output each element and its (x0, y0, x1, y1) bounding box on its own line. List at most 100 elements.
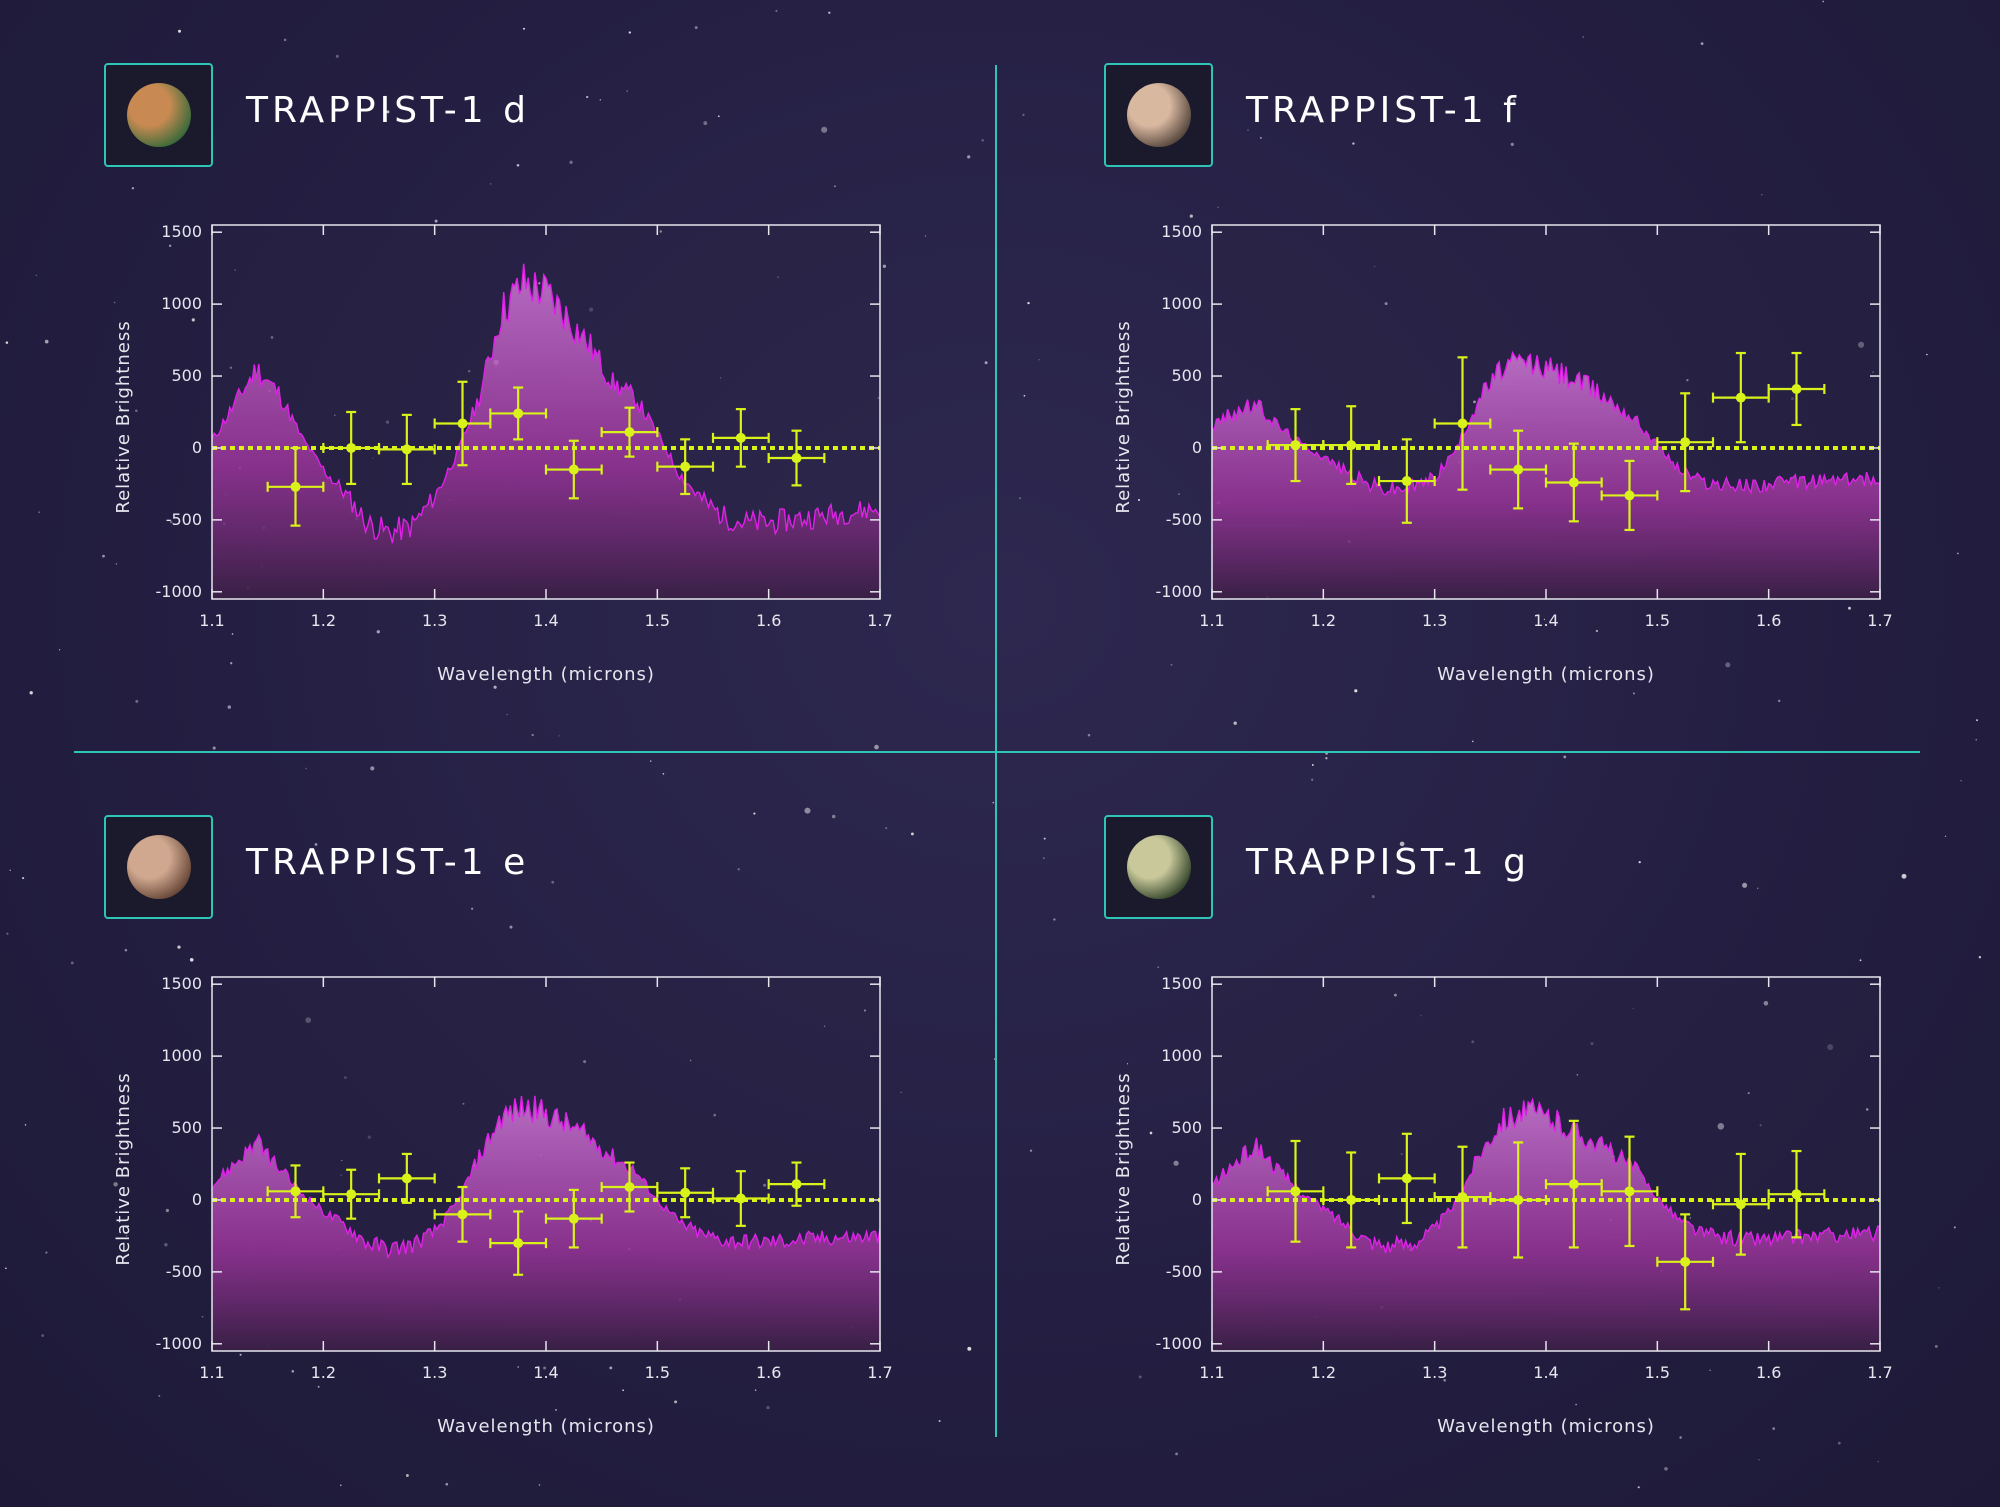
star (1473, 400, 1476, 404)
star (1087, 733, 1091, 737)
star (405, 1474, 409, 1477)
planet-thumbnail-f (1104, 63, 1213, 167)
star (1759, 1124, 1762, 1127)
star (1763, 1001, 1769, 1006)
data-point (1377, 1132, 1436, 1225)
star (131, 187, 135, 190)
star (538, 1484, 541, 1486)
star (230, 662, 233, 665)
star (341, 1159, 343, 1162)
spectrum-chart-e: 1500 1000 500 0 -500 -1000 1.1 1.2 1.3 1.4 1.5 1.6 1… (113, 974, 893, 1437)
star (900, 1091, 902, 1093)
star (1018, 497, 1021, 500)
data-point (544, 439, 603, 500)
star (41, 1334, 45, 1337)
star (1725, 662, 1731, 668)
y-tick-label: -500 (1166, 1262, 1202, 1281)
data-point (1711, 351, 1770, 444)
star (1700, 42, 1704, 45)
star (227, 705, 231, 709)
star (270, 336, 274, 339)
star (1173, 1160, 1179, 1166)
star (1157, 966, 1159, 968)
star (555, 1409, 557, 1411)
data-point (266, 446, 325, 527)
star (1848, 606, 1851, 610)
star (1384, 302, 1388, 306)
star (1901, 873, 1907, 879)
star (910, 832, 914, 836)
x-tick-label: 1.1 (199, 1363, 224, 1382)
star (1137, 498, 1141, 502)
y-axis-label: Relative Brightness (1113, 1072, 1134, 1265)
planet-f-icon (1126, 83, 1191, 147)
data-point (1711, 1152, 1770, 1256)
star (113, 301, 116, 304)
data-point (1600, 459, 1659, 532)
star (719, 376, 722, 379)
star (191, 318, 195, 322)
star (493, 685, 497, 689)
star (1311, 778, 1314, 781)
star (1632, 1007, 1635, 1010)
x-tick-label: 1.3 (1422, 1363, 1447, 1382)
data-point (322, 1168, 381, 1220)
star (1872, 371, 1874, 373)
y-tick-label: -500 (166, 1262, 202, 1281)
data-point (1600, 1135, 1659, 1248)
star (1638, 860, 1641, 864)
data-point (711, 1170, 770, 1227)
star (833, 185, 836, 188)
star (622, 1389, 624, 1392)
x-tick-label: 1.2 (311, 1363, 336, 1382)
star (1689, 1217, 1692, 1219)
star (239, 1353, 242, 1356)
star (1138, 1375, 1142, 1379)
star (1582, 36, 1584, 38)
star (689, 1059, 692, 1062)
planet-g-icon (1126, 835, 1191, 899)
star (882, 264, 887, 268)
star (1859, 959, 1862, 962)
star (1960, 780, 1962, 782)
panel-trappist-1-d: TRAPPIST-1 d 1500 1000 500 0 -500 -1000 1.1 1.2… (0, 0, 1000, 752)
star (754, 1389, 757, 1391)
x-axis-label: Wavelength (microns) (1437, 1416, 1655, 1437)
star (609, 1366, 613, 1370)
y-tick-label: 0 (192, 1190, 202, 1209)
star (1953, 1226, 1956, 1229)
star (628, 31, 631, 34)
star (1717, 1123, 1725, 1130)
data-point (544, 1188, 603, 1249)
y-axis-label: Relative Brightness (1113, 320, 1134, 513)
star (1371, 895, 1375, 899)
star (1247, 129, 1249, 131)
data-point (433, 380, 492, 467)
star (1126, 1063, 1129, 1065)
planet-thumbnail-e (104, 815, 213, 919)
x-tick-label: 1.6 (1756, 1363, 1781, 1382)
star (1957, 552, 1959, 555)
star (370, 766, 375, 771)
spectrum-model-area (1212, 352, 1880, 599)
star (339, 1484, 342, 1487)
y-tick-label: 500 (1171, 366, 1202, 385)
star (45, 1251, 48, 1254)
planet-thumbnail-d (104, 63, 213, 167)
star (169, 520, 173, 524)
star (168, 244, 172, 248)
x-tick-label: 1.4 (533, 1363, 558, 1382)
star (1170, 663, 1173, 666)
star (506, 713, 508, 716)
star (1865, 1108, 1869, 1111)
x-tick-label: 1.4 (1533, 1363, 1558, 1382)
y-tick-label: 1000 (1161, 294, 1202, 313)
panel-divider-horizontal (74, 751, 1920, 753)
star (1178, 493, 1180, 495)
x-axis-label: Wavelength (microns) (437, 664, 655, 685)
star (201, 1315, 204, 1318)
y-tick-label: 1500 (1161, 974, 1202, 993)
x-tick-label: 1.1 (1199, 611, 1224, 630)
star (234, 269, 236, 271)
y-tick-label: 1000 (1161, 1046, 1202, 1065)
